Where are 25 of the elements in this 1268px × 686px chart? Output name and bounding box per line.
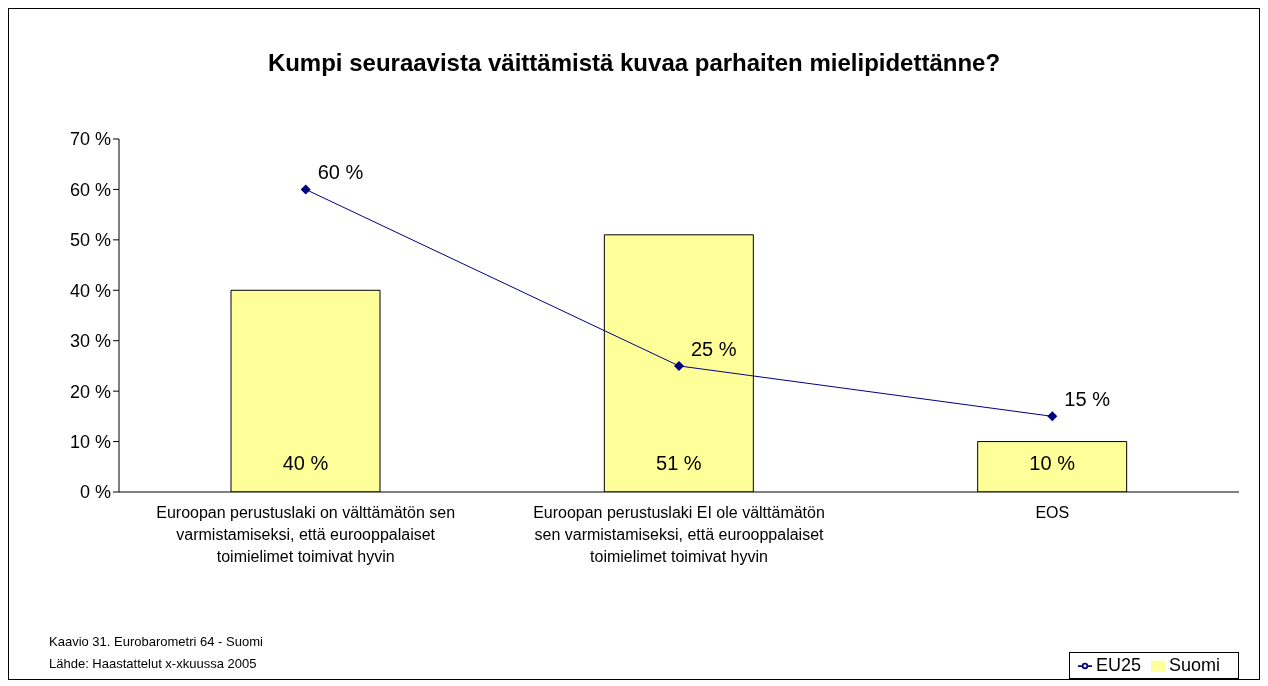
- y-tick-label: 20 %: [69, 381, 111, 402]
- y-tick-label: 30 %: [69, 331, 111, 352]
- point: [674, 360, 684, 371]
- data-label: 25 %: [691, 337, 737, 360]
- data-label: 15 %: [1064, 388, 1111, 411]
- chart-title: Kumpi seuraavista väittämistä kuvaa parhaiten mielipidettänne?: [266, 49, 1002, 77]
- y-tick-label: 70 %: [69, 129, 111, 150]
- data-label: 60 %: [317, 161, 364, 184]
- text: Kaavio 31. Eurobarometri 64 - Suomi: [49, 633, 263, 651]
- data-label: 51 %: [656, 452, 702, 474]
- y-tick-label: 50 %: [69, 230, 111, 251]
- data-label: 10 %: [1029, 452, 1076, 474]
- y-tick-label: 0 %: [79, 482, 111, 503]
- y-tick-label: 60 %: [69, 179, 111, 200]
- x-tick-label: EOS: [1035, 504, 1070, 521]
- legend-label: Suomi: [1168, 655, 1220, 675]
- y-tick-label: 10 %: [69, 431, 111, 452]
- point: [300, 184, 311, 195]
- y-tick-label: 40 %: [69, 280, 111, 301]
- data-label: 40 %: [282, 452, 329, 474]
- text: Lähde: Haastattelut x-xkuussa 2005: [49, 655, 258, 673]
- x-tick-label: Euroopan perustuslaki on välttämätön sen varmistamiseksi, että eurooppalaiset toimielimet toimivat hyvin: [156, 504, 456, 565]
- legend-label: EU25: [1095, 655, 1141, 675]
- point: [1047, 411, 1058, 422]
- x-tick-label: Euroopan perustuslaki EI ole välttämätön sen varmistamiseksi, että eurooppalaiset toimielimet toimivat hyvin: [533, 504, 825, 565]
